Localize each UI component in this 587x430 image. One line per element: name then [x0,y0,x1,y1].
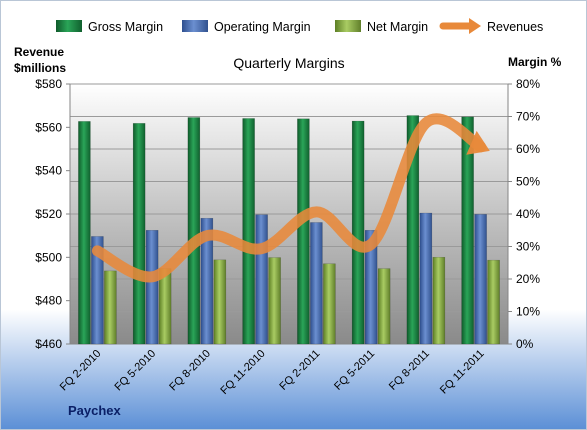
bar-gross-margin [406,115,420,345]
chart-title: Quarterly Margins [233,55,344,71]
y-tick-label-right: 10% [516,305,540,319]
y-tick-label-right: 20% [516,272,540,286]
bar-operating-margin [145,230,159,345]
y-tick-label-left: $460 [35,337,62,351]
y-tick-label-left: $520 [35,207,62,221]
y-tick-label-right: 50% [516,175,540,189]
bar-net-margin [323,263,336,345]
legend-label: Gross Margin [88,20,163,34]
y-tick-label-right: 40% [516,207,540,221]
y-axis-label-right: Margin % [508,55,562,69]
legend-label: Revenues [487,20,543,34]
y-tick-label-left: $500 [35,250,62,264]
bar-gross-margin [78,121,91,345]
bar-net-margin [158,268,172,345]
bar-net-margin [104,270,117,345]
bar-net-margin [377,268,391,345]
legend-swatch-gross-margin [56,20,82,32]
y-tick-label-right: 60% [516,142,540,156]
y-tick-label-left: $580 [35,77,62,91]
y-tick-label-left: $540 [35,164,62,178]
y-tick-label-left: $480 [35,294,62,308]
bar-operating-margin [200,217,214,345]
y-tick-label-right: 0% [516,337,534,351]
bar-net-margin [213,259,227,345]
company-label: Paychex [68,403,122,418]
legend-swatch-net-margin [335,20,361,32]
y-tick-label-right: 80% [516,77,540,91]
bar-gross-margin [297,118,310,345]
legend: Gross Margin Operating Margin Net Margin Re… [56,18,543,34]
bar-net-margin [268,257,281,345]
y-axis-label-left-line2: $millions [14,61,66,75]
y-axis-label-left-line1: Revenue [14,45,64,59]
y-tick-label-right: 30% [516,240,540,254]
bar-operating-margin [310,222,323,345]
revenue-arrowhead [466,130,490,155]
legend-swatch-operating-margin [182,20,208,32]
legend-label: Net Margin [367,20,428,34]
bar-gross-margin [242,118,255,345]
legend-arrowhead [469,18,481,34]
revenue-line [91,113,487,283]
bar-gross-margin [187,117,201,345]
bar-net-margin [487,259,500,345]
bars-group [78,115,500,345]
bar-gross-margin [132,123,146,345]
bar-operating-margin [474,214,487,345]
y-tick-label-right: 70% [516,110,540,124]
bar-operating-margin [364,230,378,345]
bar-gross-margin [351,120,365,345]
bar-gross-margin [461,116,474,345]
bar-net-margin [432,256,446,345]
legend-label: Operating Margin [214,20,311,34]
bar-operating-margin [419,212,433,345]
y-tick-label-left: $560 [35,120,62,134]
bar-operating-margin [91,236,104,345]
bar-operating-margin [255,214,268,345]
